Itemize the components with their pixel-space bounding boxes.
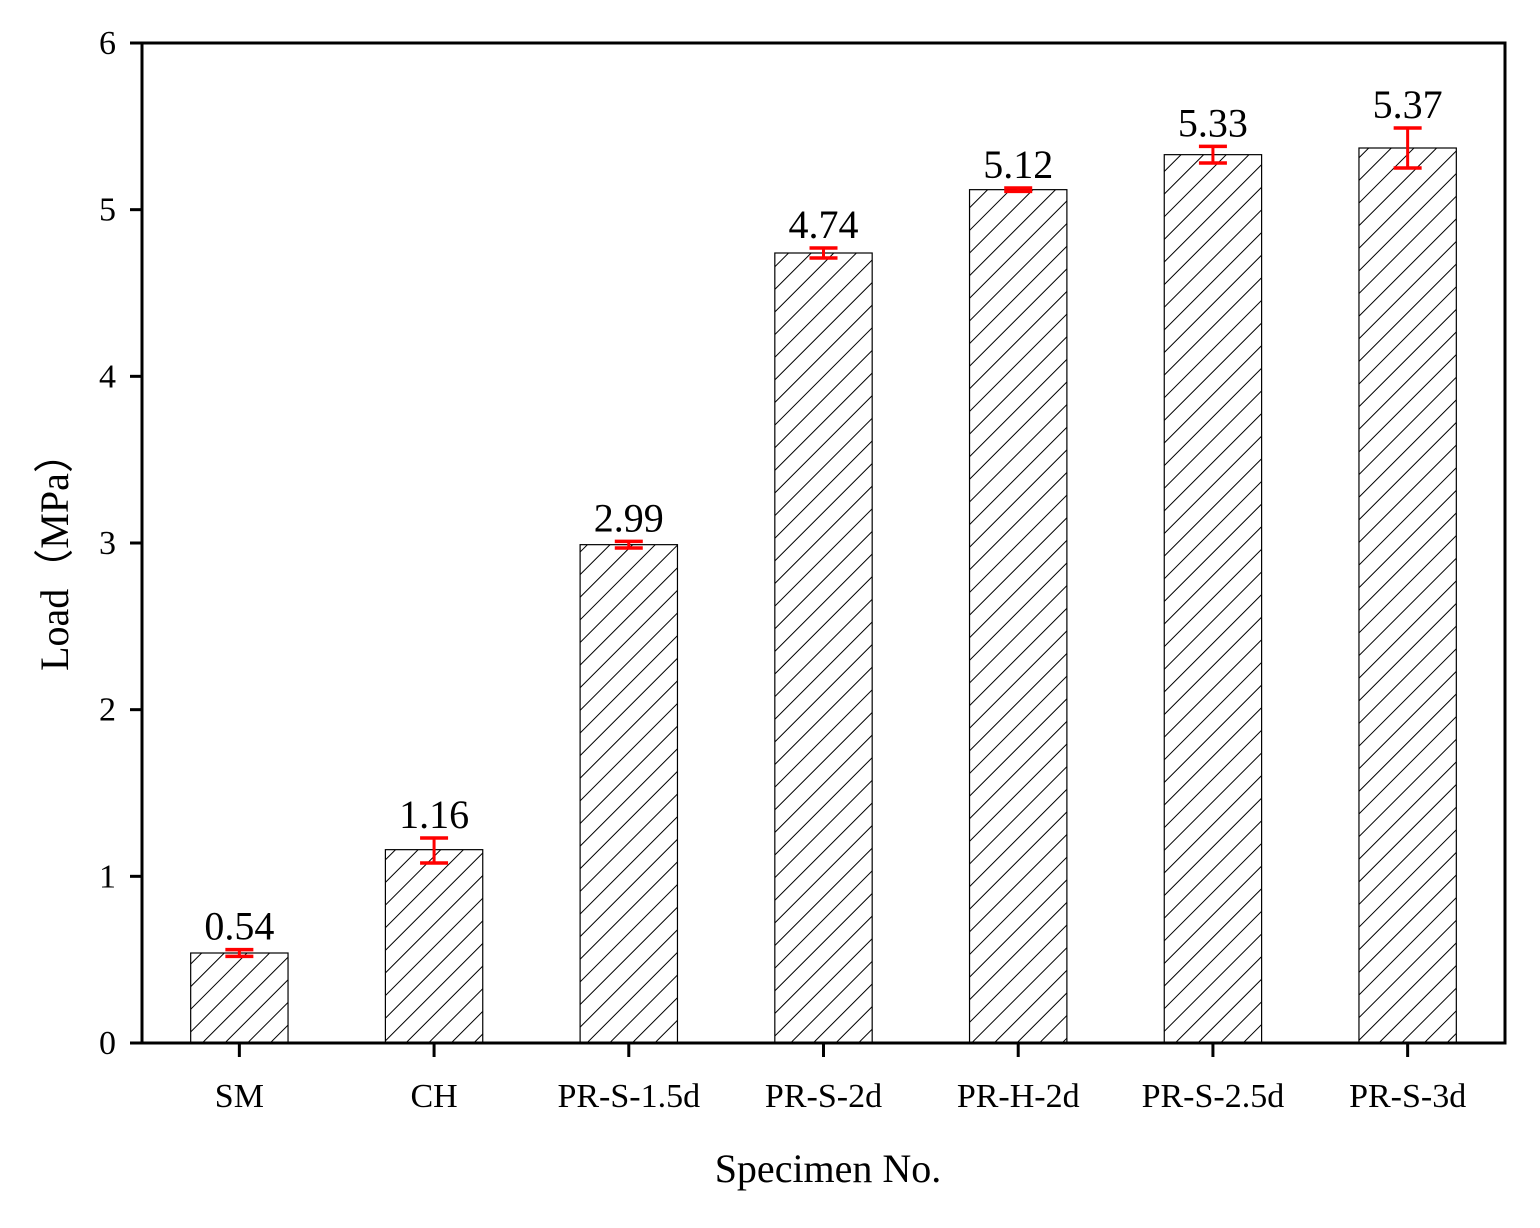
x-tick-label: PR-S-1.5d (557, 1078, 700, 1115)
x-tick-label: PR-S-2d (765, 1078, 882, 1115)
y-tick-label: 3 (99, 525, 116, 562)
bar (774, 252, 873, 1044)
y-tick-label: 4 (99, 358, 116, 395)
x-tick-label: PR-H-2d (957, 1078, 1080, 1115)
axes-layer: 0 1 2 3 4 5 6 SM CH PR-S-1.5d PR-S-2d PR-H-2d PR-S-2… (99, 25, 1507, 1115)
value-labels-layer: 0.54 1.16 2.99 4.74 5.12 5.33 5.37 (204, 82, 1442, 949)
y-tick-label: 1 (99, 858, 116, 895)
value-label: 5.33 (1178, 100, 1248, 145)
bar (190, 952, 289, 1044)
value-label: 1.16 (399, 792, 469, 837)
x-tick-label: PR-S-3d (1349, 1078, 1466, 1115)
y-tick-label: 2 (99, 692, 116, 729)
x-tick-label: CH (410, 1078, 457, 1115)
x-axis-title: Specimen No. (715, 1146, 942, 1191)
bar (384, 849, 484, 1044)
x-tick-label: SM (215, 1078, 264, 1115)
bar (579, 544, 679, 1044)
value-label: 4.74 (789, 202, 859, 247)
y-axis-title: Load（MPa） (32, 433, 77, 671)
value-label: 5.12 (983, 142, 1053, 187)
bars-layer (190, 147, 1457, 1044)
y-tick-label: 5 (99, 192, 116, 229)
bar (968, 189, 1068, 1044)
bar (1163, 154, 1263, 1044)
x-tick-label: PR-S-2.5d (1142, 1078, 1285, 1115)
y-tick-label: 6 (99, 25, 116, 62)
bar (1358, 147, 1457, 1044)
y-tick-label: 0 (99, 1025, 116, 1062)
value-label: 0.54 (204, 904, 274, 949)
error-bars-layer (225, 126, 1422, 959)
value-label: 5.37 (1373, 82, 1443, 127)
value-label: 2.99 (594, 495, 664, 540)
